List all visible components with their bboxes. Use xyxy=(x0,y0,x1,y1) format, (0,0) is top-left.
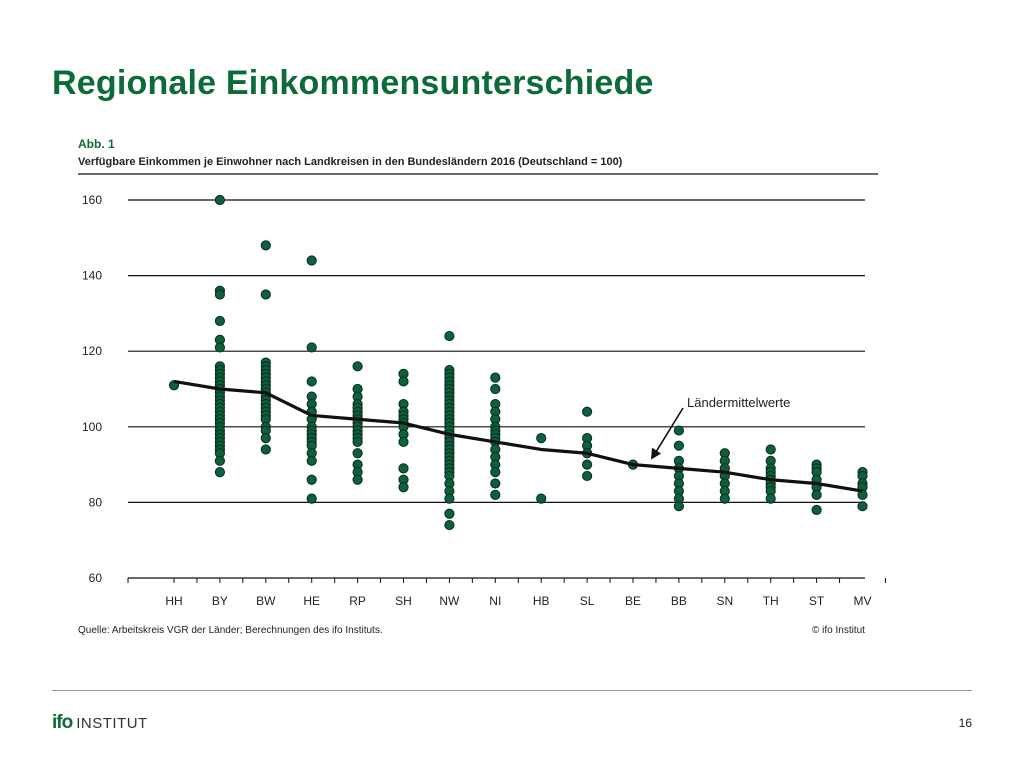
data-point-TH xyxy=(765,444,776,455)
data-point-SL xyxy=(582,406,593,417)
x-tick-label-SH: SH xyxy=(395,594,412,608)
data-point-BW xyxy=(260,289,271,300)
slide-title: Regionale Einkommensunterschiede xyxy=(52,64,654,102)
data-point-ST xyxy=(811,489,822,500)
data-point-HE xyxy=(306,255,317,266)
data-point-NI xyxy=(490,478,501,489)
x-tick-label-BY: BY xyxy=(212,594,228,608)
data-point-SL xyxy=(582,470,593,482)
data-point-RP xyxy=(352,448,363,459)
data-point-HE xyxy=(306,474,317,485)
x-tick-label-NW: NW xyxy=(439,594,460,608)
data-point-NW xyxy=(444,508,455,519)
data-point-NI xyxy=(490,372,501,383)
y-tick-label: 120 xyxy=(82,344,102,358)
y-tick-label: 80 xyxy=(89,495,103,509)
y-tick-label: 100 xyxy=(82,420,102,434)
x-tick-label-HB: HB xyxy=(533,594,550,608)
data-point-NW xyxy=(444,330,455,342)
data-point-BY xyxy=(214,289,225,300)
data-point-NI xyxy=(490,489,501,500)
data-point-NW xyxy=(444,493,455,504)
data-point-TH xyxy=(765,493,776,504)
figure-subtitle: Verfügbare Einkommen je Einwohner nach L… xyxy=(78,156,623,168)
y-tick-label: 140 xyxy=(82,269,102,283)
data-point-SH xyxy=(398,482,409,493)
data-point-SH xyxy=(398,436,409,448)
annotation-arrow-line xyxy=(654,407,684,455)
annotation-label: Ländermittelwerte xyxy=(687,395,790,410)
x-tick-label-NI: NI xyxy=(489,594,501,608)
x-tick-label-TH: TH xyxy=(763,594,779,608)
y-tick-label: 60 xyxy=(89,571,103,585)
data-point-NI xyxy=(490,383,501,395)
x-tick-label-BE: BE xyxy=(625,594,641,608)
figure-label: Abb. 1 xyxy=(78,137,115,151)
data-point-NW xyxy=(444,519,455,531)
logo-ifo-text: ifo xyxy=(52,712,73,733)
source-note: Quelle: Arbeitskreis VGR der Länder; Ber… xyxy=(78,625,383,636)
data-point-BB xyxy=(673,425,685,436)
data-point-NI xyxy=(490,467,501,478)
data-point-BW xyxy=(260,240,271,251)
page-number: 16 xyxy=(958,716,972,730)
ifo-logo: ifo INSTITUT xyxy=(52,712,148,733)
data-point-HE xyxy=(306,376,317,387)
mean-line-layer xyxy=(173,379,863,493)
data-point-BW xyxy=(260,433,271,444)
copyright-note: © ifo Institut xyxy=(812,625,865,636)
x-tick-label-SL: SL xyxy=(580,594,595,608)
data-point-SN xyxy=(719,493,730,504)
data-point-BY xyxy=(214,194,225,206)
data-point-SH xyxy=(398,463,409,474)
data-point-BY xyxy=(214,455,225,466)
y-tick-label: 160 xyxy=(82,193,102,207)
data-point-BW xyxy=(260,444,271,455)
x-tick-label-HH: HH xyxy=(165,594,182,608)
data-point-BY xyxy=(214,315,225,327)
x-tick-label-MV: MV xyxy=(854,594,872,608)
data-point-HB xyxy=(536,433,547,444)
logo-institut-text: INSTITUT xyxy=(76,715,148,732)
annotation-arrowhead xyxy=(651,447,661,460)
data-point-HE xyxy=(306,493,317,504)
data-point-BY xyxy=(214,342,225,353)
axis-layer: 60 80 100 120 140 160 HH BY BW HE RP SH NW NI HB SL BE BB… xyxy=(82,193,886,608)
x-tick-label-ST: ST xyxy=(809,594,825,608)
data-point-RP xyxy=(352,361,363,372)
annotation-layer: Ländermittelwerte xyxy=(651,395,790,460)
data-point-BY xyxy=(214,467,225,478)
x-tick-label-BW: BW xyxy=(256,594,276,608)
data-point-ST xyxy=(811,504,822,516)
data-point-HB xyxy=(536,493,547,504)
data-point-RP xyxy=(352,474,363,485)
footer-divider xyxy=(52,690,972,691)
x-tick-label-BB: BB xyxy=(671,594,687,608)
data-point-SL xyxy=(582,459,593,470)
data-point-SH xyxy=(398,376,409,387)
mean-line xyxy=(173,379,863,493)
x-tick-label-HE: HE xyxy=(303,594,320,608)
data-point-BB xyxy=(673,440,685,451)
x-tick-label-SN: SN xyxy=(716,594,733,608)
data-point-RP xyxy=(352,436,363,448)
x-tick-label-RP: RP xyxy=(349,594,366,608)
data-point-HE xyxy=(306,455,317,466)
data-point-MV xyxy=(857,501,868,512)
data-point-BB xyxy=(673,501,685,512)
data-point-HE xyxy=(306,342,317,353)
